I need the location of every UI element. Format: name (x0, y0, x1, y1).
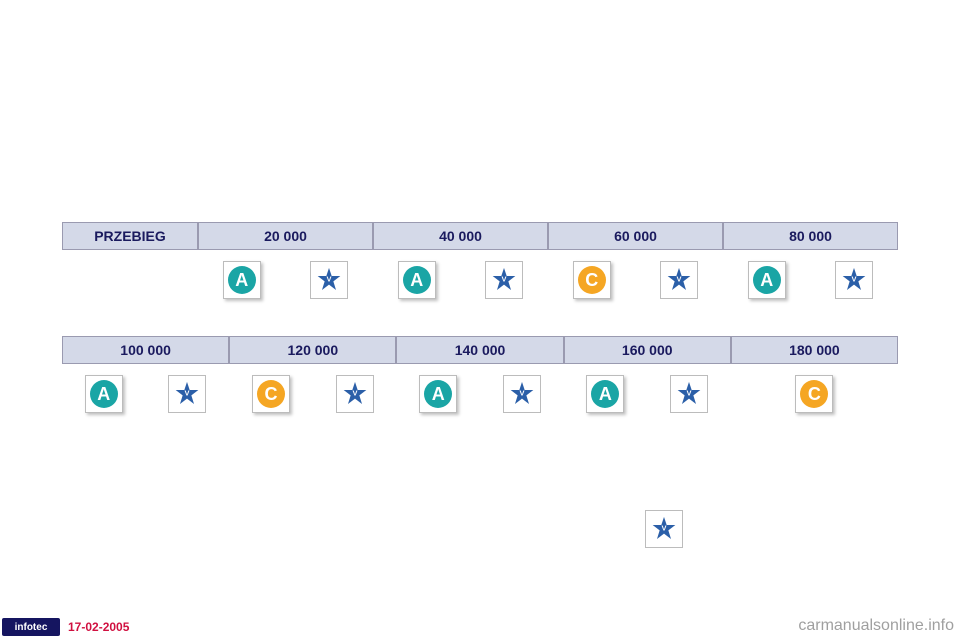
service-a-icon: A (748, 261, 786, 299)
svg-text:V: V (661, 524, 666, 533)
service-cell: A V (373, 261, 548, 299)
svg-text:V: V (852, 275, 857, 284)
note-star-icon: V (645, 510, 683, 548)
mileage-value-header: 40 000 (373, 222, 548, 250)
mileage-value-header: 160 000 (564, 336, 731, 364)
service-cell: C V (229, 375, 396, 413)
service-star-icon: V (660, 261, 698, 299)
mileage-value-header: 180 000 (731, 336, 898, 364)
service-star-icon: V (310, 261, 348, 299)
service-star-icon: V (835, 261, 873, 299)
mileage-icons-row-1: A V A V C V A V (62, 250, 898, 310)
footer-date: 17-02-2005 (68, 620, 129, 634)
service-star-icon: V (485, 261, 523, 299)
service-star-icon: V (168, 375, 206, 413)
service-cell: A V (723, 261, 898, 299)
page: PRZEBIEG20 00040 00060 00080 000 A V A V… (0, 0, 960, 639)
mileage-label-header: PRZEBIEG (62, 222, 198, 250)
service-star-icon: V (670, 375, 708, 413)
service-star-icon: V (503, 375, 541, 413)
svg-text:V: V (519, 389, 524, 398)
mileage-value-header: 100 000 (62, 336, 229, 364)
service-star-icon: V (336, 375, 374, 413)
svg-text:V: V (327, 275, 332, 284)
mileage-value-header: 80 000 (723, 222, 898, 250)
watermark: carmanualsonline.info (798, 617, 954, 635)
svg-text:V: V (185, 389, 190, 398)
mileage-header-row-2: 100 000120 000140 000160 000180 000 (62, 336, 898, 364)
mileage-value-header: 20 000 (198, 222, 373, 250)
service-cell: C V (548, 261, 723, 299)
service-a-icon: A (85, 375, 123, 413)
note-star-icon: V (645, 510, 683, 548)
infotec-logo: infotec (2, 618, 60, 636)
mileage-icons-row-2: A V C V A V A V C (62, 364, 898, 424)
service-a-icon: A (586, 375, 624, 413)
service-a-icon: A (223, 261, 261, 299)
mileage-value-header: 120 000 (229, 336, 396, 364)
service-cell: C (731, 375, 898, 413)
service-cell: A V (564, 375, 731, 413)
mileage-header-row-1: PRZEBIEG20 00040 00060 00080 000 (62, 222, 898, 250)
service-cell: A V (198, 261, 373, 299)
service-c-icon: C (252, 375, 290, 413)
svg-text:V: V (502, 275, 507, 284)
svg-text:V: V (677, 275, 682, 284)
service-cell: A V (396, 375, 563, 413)
service-c-icon: C (795, 375, 833, 413)
svg-text:V: V (352, 389, 357, 398)
service-cell: A V (62, 375, 229, 413)
service-a-icon: A (398, 261, 436, 299)
service-c-icon: C (573, 261, 611, 299)
mileage-value-header: 60 000 (548, 222, 723, 250)
mileage-value-header: 140 000 (396, 336, 563, 364)
service-a-icon: A (419, 375, 457, 413)
svg-text:V: V (686, 389, 691, 398)
